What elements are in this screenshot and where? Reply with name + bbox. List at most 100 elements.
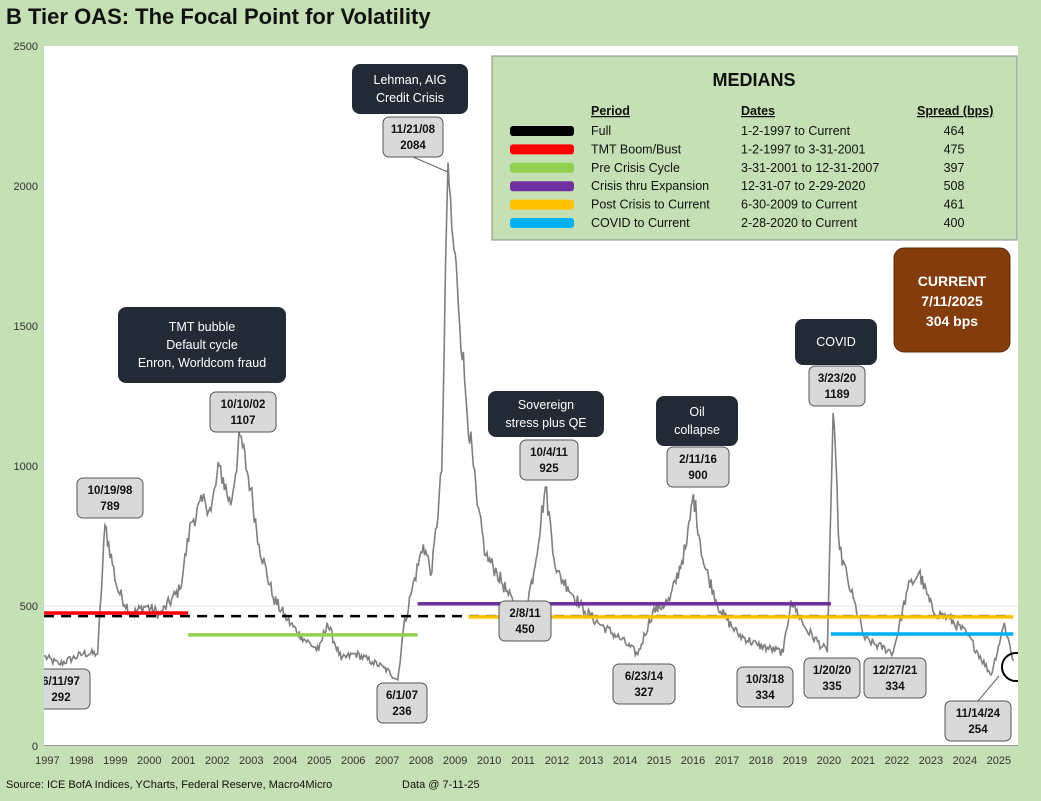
callout-text: Enron, Worldcom fraud <box>138 356 266 370</box>
plot-area: MEDIANS Period Dates Spread (bps) Full 1-2-19… <box>44 46 1018 746</box>
callout-bg <box>488 391 604 437</box>
x-tick-label: 2021 <box>851 755 875 767</box>
current-box-bg <box>893 247 1011 353</box>
legend-title: MEDIANS <box>712 70 795 90</box>
annotation-bg <box>209 391 277 433</box>
x-tick-label: 2015 <box>647 755 671 767</box>
annotation-box: 10/19/98 789 <box>76 477 144 519</box>
annotation-box: 1/20/20 335 <box>803 657 861 699</box>
x-tick-label: 2002 <box>205 755 229 767</box>
annotation-box: 3/23/20 1189 <box>808 365 866 407</box>
current-text: 7/11/2025 <box>921 293 983 309</box>
legend-spread: 400 <box>944 216 965 230</box>
annotation-date: 6/1/07 <box>386 690 418 702</box>
x-tick-label: 2025 <box>987 755 1011 767</box>
annotation-box: 6/11/97 292 <box>44 668 91 710</box>
x-tick-label: 2001 <box>171 755 195 767</box>
callout-text: Oil <box>689 405 704 419</box>
annotation-bg <box>376 682 428 724</box>
x-tick-label: 2014 <box>613 755 637 767</box>
annotation-value: 254 <box>968 724 988 736</box>
legend-period: TMT Boom/Bust <box>591 142 682 156</box>
y-tick-label: 0 <box>32 741 38 753</box>
callout-bg <box>656 396 738 446</box>
source-text: Source: ICE BofA Indices, YCharts, Feder… <box>6 779 333 791</box>
annotation-box: 11/14/24 254 <box>944 700 1012 742</box>
x-tick-label: 2011 <box>511 755 535 767</box>
legend-dates: 1-2-1997 to Current <box>741 124 851 138</box>
annotation-date: 2/11/16 <box>679 454 717 466</box>
callout-text: COVID <box>816 335 856 349</box>
y-tick-label: 1500 <box>14 321 38 333</box>
legend-spread: 464 <box>944 124 965 138</box>
x-tick-label: 2010 <box>477 755 501 767</box>
callout-text: Lehman, AIG <box>374 73 447 87</box>
legend-swatch <box>510 144 574 155</box>
annotation-value: 334 <box>755 690 775 702</box>
callout-text: TMT bubble <box>169 320 236 334</box>
callout-box: Sovereign stress plus QE <box>488 391 604 437</box>
annotation-bg <box>612 663 676 705</box>
x-tick-label: 2022 <box>885 755 909 767</box>
chart-title: B Tier OAS: The Focal Point for Volatili… <box>6 4 431 29</box>
annotation-bg <box>44 668 91 710</box>
annotation-bg <box>863 657 927 699</box>
annotation-date: 10/3/18 <box>746 674 785 686</box>
annotation-bg <box>76 477 144 519</box>
legend-dates: 1-2-1997 to 3-31-2001 <box>741 142 865 156</box>
annotation-value: 327 <box>634 687 653 699</box>
legend-spread: 397 <box>944 161 965 175</box>
callout-box: COVID <box>795 319 877 365</box>
callout-box: Lehman, AIG Credit Crisis <box>352 64 468 114</box>
x-tick-label: 2013 <box>579 755 603 767</box>
annotation-value: 2084 <box>400 140 426 152</box>
legend-swatch <box>510 181 574 192</box>
annotation-date: 10/19/98 <box>88 485 133 497</box>
annotation-box: 6/23/14 327 <box>612 663 676 705</box>
current-text: 304 bps <box>926 313 978 329</box>
x-tick-label: 2017 <box>715 755 739 767</box>
annotation-box: 6/1/07 236 <box>376 682 428 724</box>
legend-header: Period <box>591 104 630 118</box>
annotation-date: 6/23/14 <box>625 671 664 683</box>
legend-header: Spread (bps) <box>917 104 993 118</box>
annotation-value: 1107 <box>231 415 256 427</box>
legend-spread: 475 <box>944 142 965 156</box>
annotation-value: 236 <box>392 706 411 718</box>
x-tick-label: 2018 <box>749 755 773 767</box>
legend-swatch <box>510 162 574 173</box>
annotation-value: 900 <box>688 470 707 482</box>
annotation-bg <box>498 600 552 642</box>
legend-dates: 12-31-07 to 2-29-2020 <box>741 179 865 193</box>
annotation-box: 12/27/21 334 <box>863 657 927 699</box>
legend-spread: 461 <box>944 198 965 212</box>
medians-legend: MEDIANS Period Dates Spread (bps) Full 1-2-19… <box>491 55 1018 241</box>
annotation-value: 450 <box>515 624 534 636</box>
x-tick-label: 2020 <box>817 755 841 767</box>
legend-swatch <box>510 126 574 136</box>
callout-box: Oil collapse <box>656 396 738 446</box>
legend-period: Full <box>591 124 611 138</box>
annotation-value: 925 <box>539 463 559 475</box>
annotation-date: 12/27/21 <box>873 665 918 677</box>
callout-bg <box>118 307 286 383</box>
callout-text: Credit Crisis <box>376 91 444 105</box>
annotation-box: 2/8/11 450 <box>498 600 552 642</box>
oas-chart: MEDIANS Period Dates Spread (bps) Full 1-2-19… <box>44 55 1018 746</box>
legend-period: Pre Crisis Cycle <box>591 161 680 175</box>
y-tick-label: 2500 <box>14 41 38 53</box>
x-tick-label: 1999 <box>103 755 127 767</box>
legend-period: Post Crisis to Current <box>591 198 710 212</box>
legend-dates: 6-30-2009 to Current <box>741 198 858 212</box>
x-tick-label: 2012 <box>545 755 569 767</box>
x-tick-label: 2005 <box>307 755 331 767</box>
x-tick-label: 2024 <box>953 755 977 767</box>
y-tick-label: 500 <box>20 601 38 613</box>
annotation-date: 10/10/02 <box>221 399 266 411</box>
legend-box <box>491 55 1018 241</box>
current-text: CURRENT <box>918 273 987 289</box>
annotation-value: 334 <box>885 681 905 693</box>
callout-text: Sovereign <box>518 398 574 412</box>
callout-bg <box>352 64 468 114</box>
x-tick-label: 2009 <box>443 755 467 767</box>
